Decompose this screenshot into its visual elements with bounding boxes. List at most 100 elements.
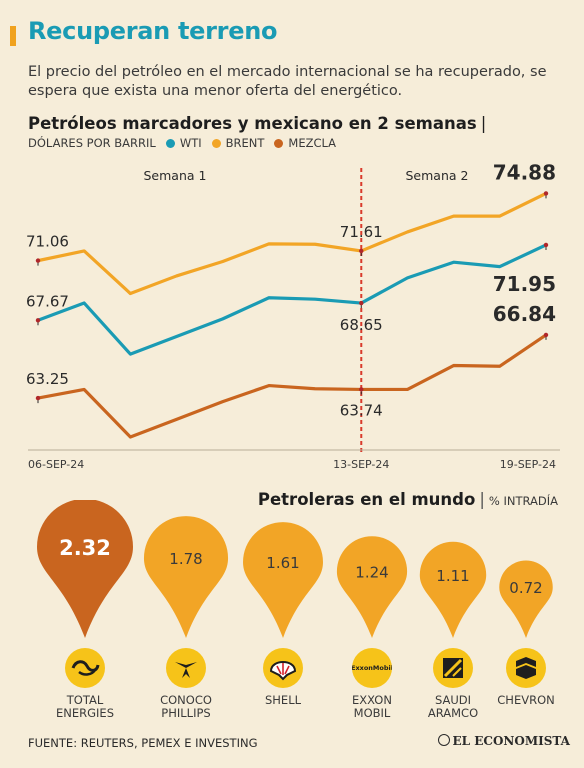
company-name: CHEVRON (497, 693, 555, 707)
data-point-wti (406, 276, 409, 280)
company-conoco-phillips: CONOCO PHILLIPS (141, 648, 231, 720)
data-point-mezcla (175, 418, 178, 421)
value-label-mezcla: 66.84 (493, 302, 556, 326)
data-point-brent (406, 230, 409, 234)
title-separator: | (480, 114, 487, 133)
conoco-phillips-logo-icon (166, 648, 206, 688)
company-shell: SHELL (238, 648, 328, 707)
wti-dot-icon (165, 138, 175, 148)
bubble-5 (499, 560, 553, 638)
data-point-mezcla (221, 400, 224, 403)
legend-item-wti: WTI (165, 136, 202, 150)
data-point-wti (175, 335, 178, 338)
legend-label-mezcla: MEZCLA (288, 136, 337, 150)
value-label-mezcla: 63.74 (340, 401, 383, 419)
data-point-wti (129, 352, 132, 356)
value-label-mezcla: 63.25 (26, 370, 69, 388)
company-exxon-mobil: ExxonMobil EXXON MOBIL (327, 648, 417, 720)
value-label-brent: 74.88 (493, 160, 556, 184)
week-2-label: Semana 2 (406, 168, 469, 183)
company-name: TOTAL ENERGIES (56, 693, 114, 720)
bubble-value-label: 0.72 (509, 579, 542, 597)
series-line-wti (37, 243, 547, 356)
series-line-brent (37, 191, 547, 296)
chart-title-text: Petróleos marcadores y mexicano en 2 sem… (28, 114, 477, 133)
value-label-wti: 71.95 (493, 272, 556, 296)
data-point-wti (452, 261, 455, 264)
companies-title: Petroleras en el mundo |% INTRADÍA (258, 490, 558, 509)
data-point-brent (452, 214, 455, 218)
data-point-mezcla (498, 365, 502, 368)
data-point-wti (267, 296, 271, 299)
value-label-brent: 71.61 (340, 223, 383, 241)
data-point-brent (221, 260, 224, 263)
shell-logo-icon (263, 648, 303, 688)
data-point-wti (221, 317, 224, 321)
label-marker-wti (543, 242, 549, 248)
company-name: CONOCO PHILLIPS (160, 693, 212, 720)
price-line-chart: Semana 1 Semana 2 71.06 71.61 74.88 67.67 68… (26, 160, 560, 471)
company-total-energies: TOTAL ENERGIES (40, 648, 130, 720)
chevron-logo-icon (506, 648, 546, 688)
series-line-mezcla (37, 333, 547, 439)
data-point-brent (313, 243, 317, 246)
label-marker-brent (359, 248, 364, 254)
value-label-wti: 67.67 (26, 292, 69, 310)
companies-title-separator: | (479, 490, 485, 509)
company-chevron: CHEVRON (481, 648, 571, 707)
bubble-3 (336, 536, 408, 638)
page-title: Recuperan terreno (28, 17, 278, 45)
data-point-mezcla (452, 364, 455, 367)
company-saudi-aramco: SAUDI ARAMCO (408, 648, 498, 720)
x-tick-label: 06-SEP-24 (28, 458, 84, 471)
data-point-brent (267, 242, 271, 246)
saudi-aramco-logo-icon (433, 648, 473, 688)
company-name: SAUDI ARAMCO (427, 693, 479, 720)
label-marker-mezcla (359, 387, 364, 392)
company-bubble-chart: 2.32 1.78 1.61 1.24 1.11 0.72 (37, 500, 553, 638)
label-marker-brent (543, 191, 549, 196)
brent-dot-icon (211, 138, 221, 148)
data-point-brent (129, 292, 132, 295)
company-name: EXXON MOBIL (352, 693, 392, 720)
label-marker-brent (35, 258, 41, 263)
label-marker-mezcla (543, 332, 549, 338)
chart-plot-area: 71.06 71.61 74.88 67.67 68.65 71.95 63.25 63.74… (26, 160, 560, 471)
exxon-logo-text: ExxonMobil (352, 664, 392, 672)
bubble-0 (37, 500, 133, 638)
legend-item-brent: BRENT (211, 136, 264, 150)
x-tick-label: 19-SEP-24 (500, 458, 556, 471)
data-point-wti (313, 297, 317, 301)
value-label-wti: 68.65 (340, 316, 383, 334)
mezcla-dot-icon (274, 138, 284, 148)
companies-unit: % INTRADÍA (488, 494, 558, 508)
chart-legend: DÓLARES POR BARRIL WTI BRENT MEZCLA (28, 136, 346, 150)
brand-name: EL ECONOMISTA (452, 734, 570, 748)
label-marker-wti (359, 300, 364, 306)
data-point-mezcla (129, 435, 132, 439)
chart-title: Petróleos marcadores y mexicano en 2 sem… (28, 114, 486, 133)
exxon-mobil-logo-icon: ExxonMobil (352, 648, 392, 688)
week-1-label: Semana 1 (144, 168, 207, 183)
brand-circle-icon (437, 734, 450, 746)
data-point-mezcla (313, 387, 317, 390)
company-name: SHELL (264, 693, 302, 707)
bubble-4 (419, 541, 487, 638)
unit-label: DÓLARES POR BARRIL (28, 136, 156, 150)
data-point-brent (498, 214, 502, 218)
bubble-value-label: 2.32 (59, 536, 111, 560)
label-marker-wti (35, 318, 41, 323)
data-point-mezcla (82, 388, 86, 391)
title-accent-bar (10, 26, 16, 46)
total-energies-logo-icon (65, 648, 105, 688)
bubble-value-label: 1.78 (169, 550, 202, 568)
data-point-mezcla (267, 384, 271, 387)
label-marker-mezcla (35, 395, 41, 401)
data-point-brent (82, 249, 86, 253)
data-point-wti (498, 265, 502, 268)
bubble-value-label: 1.24 (355, 563, 388, 581)
brand-logo: EL ECONOMISTA (437, 734, 570, 748)
data-point-wti (82, 301, 86, 305)
page-subtitle: El precio del petróleo en el mercado int… (28, 64, 547, 99)
x-tick-label: 13-SEP-24 (333, 458, 389, 471)
